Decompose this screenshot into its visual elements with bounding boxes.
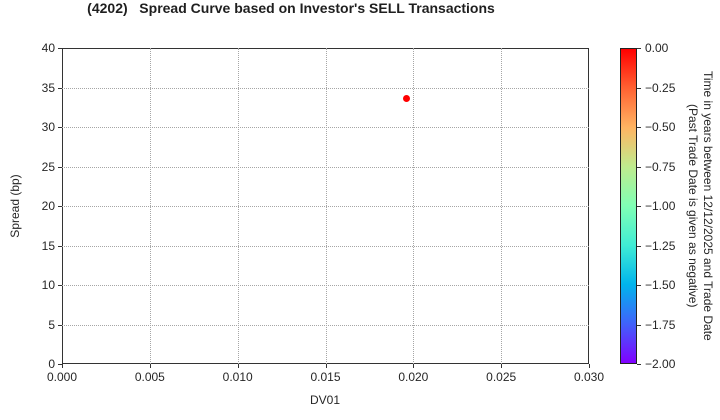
colorbar-tick-mark <box>637 324 641 326</box>
y-gridline <box>62 285 589 286</box>
x-tick-label: 0.005 <box>134 370 165 384</box>
y-tick-mark <box>58 127 62 128</box>
colorbar-tick-mark <box>637 285 641 286</box>
colorbar-tick-label: −1.50 <box>645 278 676 292</box>
y-tick-label: 5 <box>48 317 55 332</box>
colorbar-tick-mark <box>637 364 641 365</box>
colorbar-tick-mark <box>637 206 641 207</box>
y-tick-mark <box>58 206 62 207</box>
y-tick-mark <box>58 364 62 365</box>
y-tick-label: 35 <box>41 80 55 95</box>
colorbar-tick-label: −0.25 <box>645 80 676 95</box>
y-tick-label: 10 <box>41 278 55 292</box>
y-tick-label: 15 <box>41 238 55 253</box>
colorbar-tick-label: −2.00 <box>645 357 676 371</box>
colorbar-tick-label: −0.75 <box>645 159 676 174</box>
y-gridline <box>62 206 589 207</box>
colorbar-tick-label: −1.25 <box>645 238 676 253</box>
colorbar-tick-label: −1.75 <box>645 317 676 332</box>
colorbar-tick-mark <box>637 166 641 168</box>
x-tick-mark <box>589 364 590 368</box>
colorbar <box>620 48 637 364</box>
colorbar-label-line-1: Time in years between 12/12/2025 and Tra… <box>701 71 715 341</box>
colorbar-tick-mark <box>637 87 641 89</box>
x-tick-label: 0.020 <box>398 370 429 384</box>
x-tick-label: 0.025 <box>486 370 517 384</box>
y-tick-mark <box>58 87 62 89</box>
colorbar-tick-label: −0.50 <box>645 120 676 134</box>
y-gridline <box>62 245 589 247</box>
y-gridline <box>62 127 589 128</box>
colorbar-tick-mark <box>637 127 641 128</box>
data-point <box>402 95 410 103</box>
x-tick-mark <box>413 364 415 368</box>
colorbar-tick-mark <box>637 245 641 247</box>
x-axis-label: DV01 <box>309 393 341 407</box>
y-tick-label: 30 <box>41 120 55 134</box>
colorbar-tick-label: 0.00 <box>645 41 669 55</box>
x-tick-label: 0.010 <box>222 370 253 384</box>
y-gridline <box>62 87 589 89</box>
y-tick-label: 0 <box>48 357 55 371</box>
x-tick-label: 0.030 <box>573 370 605 384</box>
y-tick-mark <box>58 166 62 168</box>
chart-title: (4202) Spread Curve based on Investor's … <box>87 0 495 16</box>
x-tick-mark <box>237 364 239 368</box>
y-tick-mark <box>58 285 62 286</box>
colorbar-tick-mark <box>637 48 641 49</box>
x-tick-mark <box>149 364 151 368</box>
y-tick-mark <box>58 245 62 247</box>
colorbar-tick-label: −1.00 <box>645 199 676 213</box>
x-tick-label: 0.000 <box>46 370 78 384</box>
x-tick-mark <box>501 364 503 368</box>
y-tick-mark <box>58 324 62 326</box>
colorbar-label-line-2: (Past Trade Date is given as negative) <box>686 104 700 308</box>
x-tick-label: 0.015 <box>310 370 341 384</box>
x-tick-mark <box>325 364 327 368</box>
y-gridline <box>62 166 589 168</box>
y-tick-label: 25 <box>41 159 55 174</box>
y-tick-mark <box>58 48 62 49</box>
y-tick-label: 20 <box>41 199 55 213</box>
x-tick-mark <box>62 364 63 368</box>
y-gridline <box>62 324 589 326</box>
y-tick-label: 40 <box>41 41 55 55</box>
